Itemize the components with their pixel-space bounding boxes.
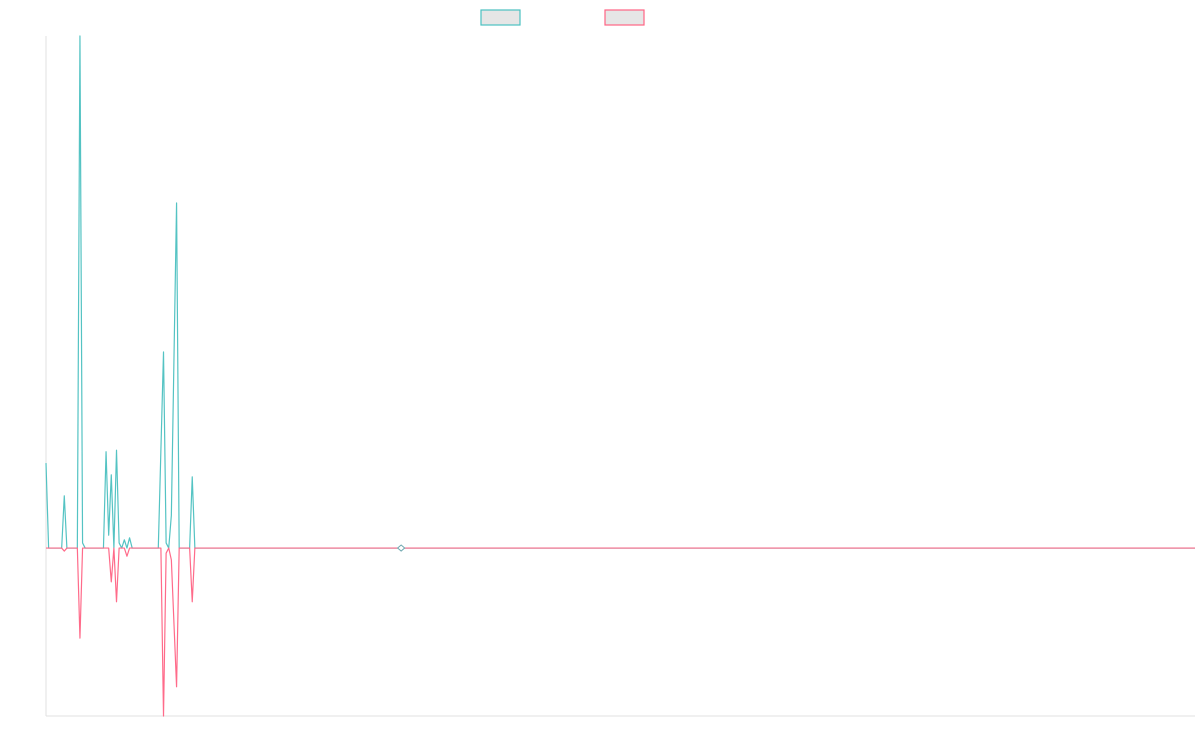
series-line-1 — [45, 35, 1195, 549]
legend — [480, 9, 645, 26]
highlighted-point-marker[interactable] — [396, 544, 406, 552]
legend-swatch-1[interactable] — [480, 9, 521, 26]
legend-swatch-2[interactable] — [604, 9, 645, 26]
series-group — [45, 35, 1195, 717]
series-line-2 — [46, 547, 1195, 717]
